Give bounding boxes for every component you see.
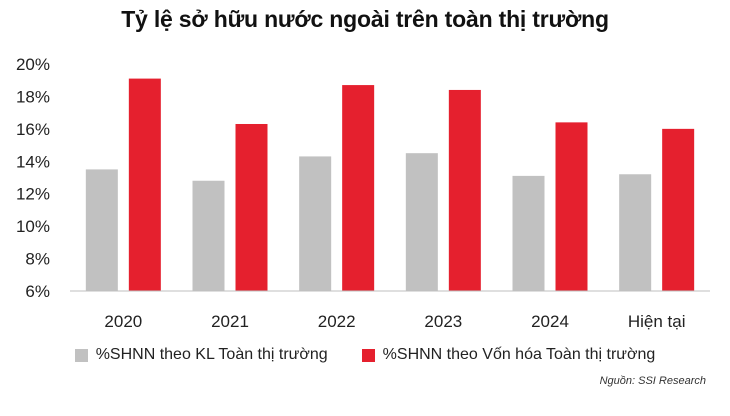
- y-tick-label: 14%: [16, 152, 50, 171]
- bar-kl-2023: [405, 153, 438, 291]
- bar-kl-2021: [192, 180, 225, 291]
- x-tick-label: 2023: [424, 312, 462, 331]
- y-axis: 6% 8% 10% 12% 14% 16% 18% 20%: [16, 55, 50, 301]
- bar-von-hoa-Hiện tại: [662, 128, 695, 291]
- chart-title: Tỷ lệ sở hữu nước ngoài trên toàn thị tr…: [121, 6, 609, 32]
- x-tick-label: 2022: [318, 312, 356, 331]
- y-tick-label: 12%: [16, 185, 50, 204]
- bar-von-hoa-2020: [128, 78, 161, 291]
- y-tick-label: 20%: [16, 55, 50, 74]
- x-tick-label: Hiện tại: [628, 312, 686, 331]
- x-tick-label: 2021: [211, 312, 249, 331]
- bar-von-hoa-2024: [555, 122, 588, 291]
- bar-kl-2022: [299, 156, 332, 291]
- y-tick-label: 18%: [16, 87, 50, 106]
- legend-label: %SHNN theo KL Toàn thị trường: [95, 346, 328, 363]
- legend: %SHNN theo KL Toàn thị trường %SHNN theo…: [0, 346, 730, 364]
- x-tick-label: 2024: [531, 312, 569, 331]
- x-axis: 2020 2021 2022 2023 2024 Hiện tại: [104, 312, 685, 331]
- bar-von-hoa-2023: [448, 89, 481, 291]
- bar-von-hoa-2021: [235, 123, 268, 291]
- bar-von-hoa-2022: [342, 85, 375, 291]
- y-tick-label: 8%: [25, 250, 50, 269]
- x-tick-label: 2020: [104, 312, 142, 331]
- legend-label: %SHNN theo Vốn hóa Toàn thị trường: [382, 346, 656, 363]
- bar-kl-2024: [512, 175, 545, 291]
- legend-swatch-gray: [74, 348, 88, 362]
- legend-swatch-red: [361, 348, 375, 362]
- y-tick-label: 6%: [25, 282, 50, 301]
- bar-kl-2020: [85, 169, 118, 291]
- y-tick-label: 10%: [16, 217, 50, 236]
- legend-item-series-2: %SHNN theo Vốn hóa Toàn thị trường: [361, 346, 656, 364]
- bar-kl-Hiện tại: [619, 174, 652, 291]
- bars: [85, 78, 695, 291]
- source-note: Nguồn: SSI Research: [599, 375, 706, 387]
- y-tick-label: 16%: [16, 120, 50, 139]
- legend-item-series-1: %SHNN theo KL Toàn thị trường: [74, 346, 328, 364]
